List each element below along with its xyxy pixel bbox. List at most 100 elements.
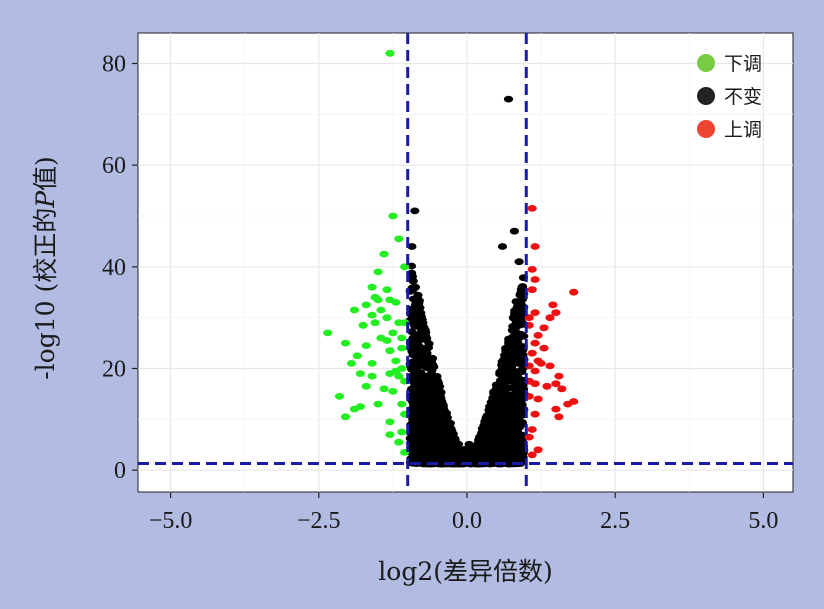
legend-label: 下调 xyxy=(724,53,762,75)
point-unchanged xyxy=(510,383,521,391)
point-unchanged xyxy=(505,417,515,424)
point-up xyxy=(539,344,549,352)
point-none xyxy=(514,258,524,266)
point-unchanged xyxy=(425,414,435,422)
point-unchanged xyxy=(423,421,433,429)
point-unchanged xyxy=(419,404,429,411)
point-unchanged xyxy=(499,434,509,442)
point-unchanged xyxy=(408,419,418,426)
point-unchanged xyxy=(511,298,521,305)
point-unchanged xyxy=(422,380,432,387)
point-down xyxy=(367,360,377,367)
plot-panel xyxy=(137,32,794,493)
point-unchanged xyxy=(433,391,443,399)
y-tick-label: 0 xyxy=(114,458,126,484)
legend-label: 不变 xyxy=(724,86,762,108)
x-tick-label: −5.0 xyxy=(149,508,193,534)
threshold-lines xyxy=(138,33,793,492)
point-unchanged xyxy=(407,336,417,344)
point-none xyxy=(410,207,420,215)
point-unchanged xyxy=(408,363,418,371)
legend-swatch xyxy=(697,54,715,72)
point-unchanged xyxy=(513,430,523,437)
point-down xyxy=(391,299,401,306)
point-unchanged xyxy=(453,458,463,465)
point-down xyxy=(361,301,371,309)
point-up xyxy=(557,385,567,393)
x-tick-label: −2.5 xyxy=(297,508,341,534)
point-down xyxy=(376,306,386,314)
point-unchanged xyxy=(422,335,432,342)
point-unchanged xyxy=(471,442,482,450)
point-up xyxy=(530,276,540,283)
point-unchanged xyxy=(417,395,427,402)
point-unchanged xyxy=(487,440,497,448)
point-unchanged xyxy=(483,419,493,427)
point-unchanged xyxy=(464,440,474,448)
point-down xyxy=(373,400,383,408)
point-unchanged xyxy=(419,429,429,436)
point-unchanged xyxy=(419,457,429,465)
point-unchanged xyxy=(450,435,460,442)
point-down xyxy=(370,293,380,301)
point-unchanged xyxy=(410,401,420,409)
point-up xyxy=(527,286,537,294)
point-down xyxy=(349,306,359,314)
point-unchanged xyxy=(513,368,523,376)
legend-label: 上调 xyxy=(724,119,762,141)
x-tick-label: 5.0 xyxy=(748,508,778,534)
point-down xyxy=(400,263,410,271)
grid-lines xyxy=(138,33,793,492)
point-up xyxy=(554,372,564,380)
point-unchanged xyxy=(497,444,507,451)
point-up xyxy=(548,301,558,309)
point-down xyxy=(391,357,401,365)
point-unchanged xyxy=(508,351,518,358)
point-down xyxy=(397,334,407,342)
point-down xyxy=(397,428,407,436)
point-down xyxy=(385,49,395,57)
y-tick-label: 80 xyxy=(102,51,126,77)
point-up xyxy=(533,446,543,454)
point-unchanged xyxy=(481,414,491,422)
point-down xyxy=(385,431,395,438)
point-unchanged xyxy=(487,398,497,406)
point-down xyxy=(397,400,407,408)
point-unchanged xyxy=(470,449,480,457)
point-unchanged xyxy=(511,315,521,323)
point-none xyxy=(497,243,508,250)
point-unchanged xyxy=(502,384,512,392)
y-axis-title: -log10 (校正的P值) xyxy=(31,156,60,380)
point-unchanged xyxy=(503,366,513,373)
point-unchanged xyxy=(415,304,425,312)
point-unchanged xyxy=(407,284,417,292)
point-unchanged xyxy=(424,340,434,347)
point-up xyxy=(536,360,546,367)
point-none xyxy=(503,95,514,103)
y-axis-title-suffix: 值) xyxy=(31,156,60,191)
point-unchanged xyxy=(438,401,448,408)
point-up xyxy=(533,332,543,339)
point-up xyxy=(527,349,537,357)
point-down xyxy=(385,418,395,426)
point-unchanged xyxy=(478,424,488,432)
point-unchanged xyxy=(508,444,518,452)
point-up xyxy=(524,433,534,441)
x-axis-title: log2(差异倍数) xyxy=(378,557,552,586)
point-down xyxy=(334,393,345,400)
point-unchanged xyxy=(442,447,452,455)
legend-swatch xyxy=(697,120,715,138)
point-unchanged xyxy=(481,453,491,461)
point-unchanged xyxy=(428,363,438,371)
point-unchanged xyxy=(408,277,418,285)
point-down xyxy=(379,385,389,393)
point-up xyxy=(530,243,540,250)
point-down xyxy=(346,360,356,367)
point-down xyxy=(340,339,351,347)
point-unchanged xyxy=(487,408,497,415)
point-unchanged xyxy=(503,395,513,402)
point-up xyxy=(545,362,555,370)
point-unchanged xyxy=(429,375,439,383)
point-unchanged xyxy=(411,312,421,320)
